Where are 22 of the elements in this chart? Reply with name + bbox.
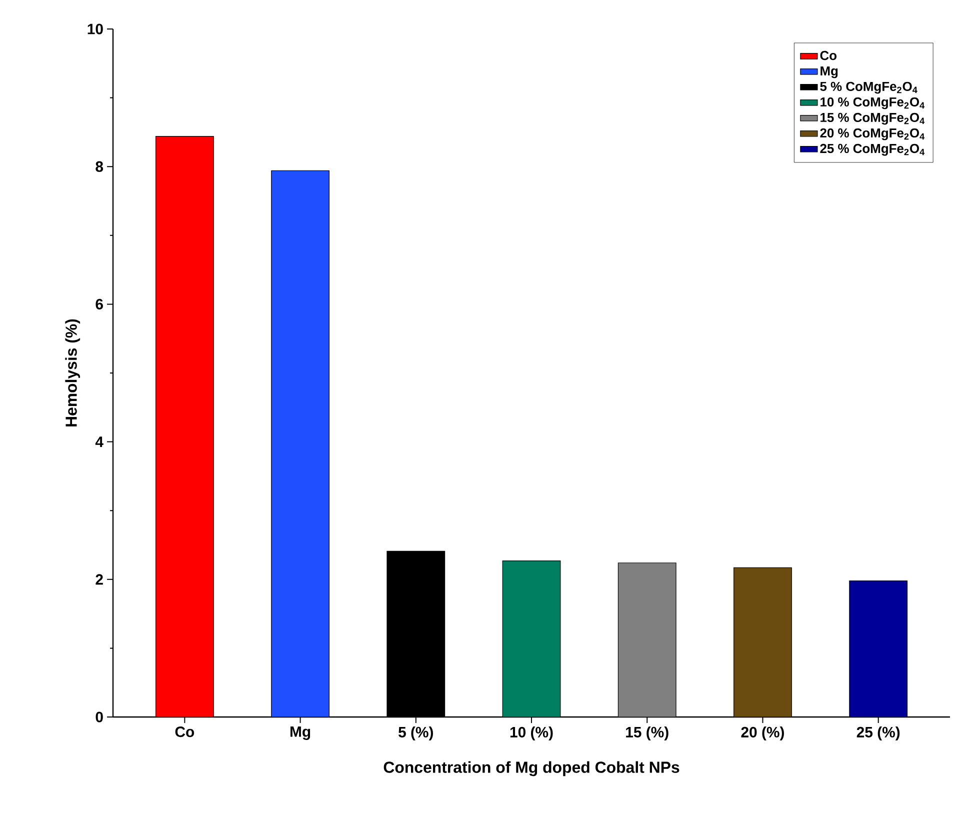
- legend-label: Co: [820, 50, 837, 60]
- legend-label: 25 % CoMgFe$_{2}$O$_{4}$: [820, 144, 925, 156]
- y-tick-label: 10: [88, 24, 103, 34]
- legend-label: 15 % CoMgFe$_{2}$O$_{4}$: [820, 112, 925, 125]
- y-tick-label: 0: [96, 712, 103, 722]
- x-tick-label: 15 (%): [626, 726, 668, 740]
- x-tick-label: 5 (%): [398, 726, 433, 740]
- x-tick-label: 10 (%): [510, 726, 553, 740]
- x-tick-label: Mg: [290, 726, 310, 740]
- legend-label: Mg: [820, 66, 838, 78]
- legend-label: 20 % CoMgFe$_{2}$O$_{4}$: [820, 128, 925, 140]
- legend-label: 10 % CoMgFe$_{2}$O$_{4}$: [820, 97, 925, 110]
- y-tick-label: 2: [96, 574, 103, 585]
- x-axis-title: Concentration of Mg doped Cobalt NPs: [384, 761, 680, 776]
- y-axis-title: Hemolysis (%): [65, 319, 80, 426]
- legend-label: 5 % CoMgFe$_{2}$O$_{4}$: [820, 82, 918, 94]
- x-tick-label: 20 (%): [741, 726, 784, 740]
- x-tick-label: 25 (%): [856, 726, 900, 740]
- y-tick-label: 6: [96, 298, 103, 310]
- x-tick-label: Co: [175, 726, 194, 738]
- y-tick-label: 4: [95, 436, 104, 447]
- y-tick-label: 8: [96, 161, 104, 172]
